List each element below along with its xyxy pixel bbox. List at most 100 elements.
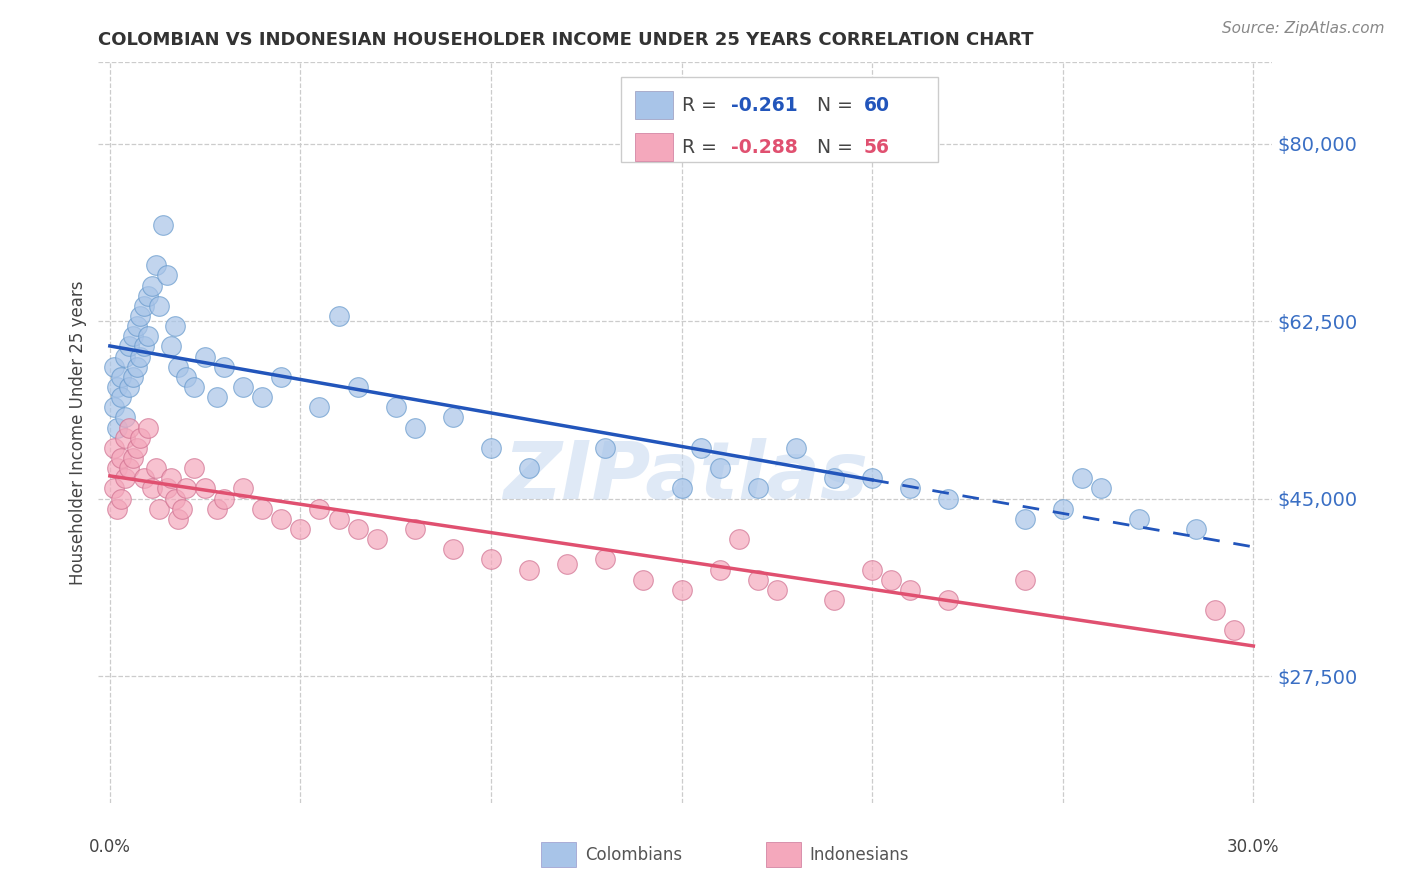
Point bbox=[134, 471, 156, 485]
Point bbox=[110, 390, 132, 404]
Point bbox=[118, 420, 141, 434]
Point bbox=[366, 532, 388, 546]
Point bbox=[346, 522, 368, 536]
Point bbox=[163, 491, 186, 506]
Point bbox=[232, 482, 254, 496]
Point bbox=[898, 482, 921, 496]
Point bbox=[1204, 603, 1226, 617]
Point bbox=[671, 482, 693, 496]
Point bbox=[441, 542, 464, 557]
Point bbox=[174, 482, 197, 496]
Text: R =: R = bbox=[682, 137, 723, 157]
Point bbox=[174, 369, 197, 384]
Point bbox=[1185, 522, 1208, 536]
Point bbox=[270, 369, 292, 384]
Point bbox=[404, 420, 426, 434]
Text: N =: N = bbox=[817, 137, 859, 157]
Point bbox=[860, 562, 883, 576]
Point bbox=[479, 552, 502, 566]
Point bbox=[114, 471, 136, 485]
Point bbox=[129, 431, 152, 445]
Point bbox=[517, 461, 540, 475]
Point bbox=[141, 482, 163, 496]
Point bbox=[252, 390, 274, 404]
Point bbox=[183, 461, 205, 475]
Point bbox=[595, 441, 617, 455]
Point bbox=[1014, 512, 1036, 526]
Point bbox=[172, 501, 194, 516]
Text: N =: N = bbox=[817, 95, 859, 115]
Point bbox=[110, 369, 132, 384]
Point bbox=[121, 329, 143, 343]
Point bbox=[129, 309, 152, 323]
Point bbox=[290, 522, 312, 536]
Point bbox=[107, 501, 129, 516]
Point bbox=[595, 552, 617, 566]
Point bbox=[118, 339, 141, 353]
Point bbox=[183, 380, 205, 394]
Text: R =: R = bbox=[682, 95, 723, 115]
Point bbox=[194, 350, 217, 364]
Point bbox=[114, 410, 136, 425]
Point bbox=[384, 401, 406, 415]
Point bbox=[232, 380, 254, 394]
Point bbox=[118, 461, 141, 475]
FancyBboxPatch shape bbox=[636, 133, 672, 161]
Point bbox=[633, 573, 655, 587]
Point bbox=[110, 450, 132, 465]
Point bbox=[938, 491, 960, 506]
Point bbox=[1070, 471, 1092, 485]
Text: COLOMBIAN VS INDONESIAN HOUSEHOLDER INCOME UNDER 25 YEARS CORRELATION CHART: COLOMBIAN VS INDONESIAN HOUSEHOLDER INCO… bbox=[98, 31, 1033, 49]
Point bbox=[121, 369, 143, 384]
Point bbox=[689, 441, 711, 455]
Point bbox=[103, 401, 125, 415]
Point bbox=[136, 420, 159, 434]
Text: Indonesians: Indonesians bbox=[810, 846, 910, 863]
Point bbox=[160, 339, 183, 353]
Point bbox=[103, 441, 125, 455]
Point bbox=[152, 218, 174, 232]
Point bbox=[860, 471, 883, 485]
Point bbox=[156, 482, 179, 496]
Point bbox=[252, 501, 274, 516]
Point bbox=[747, 573, 769, 587]
Point bbox=[205, 501, 228, 516]
FancyBboxPatch shape bbox=[621, 78, 938, 162]
Point bbox=[136, 329, 159, 343]
Point bbox=[145, 258, 167, 272]
Text: -0.288: -0.288 bbox=[731, 137, 799, 157]
Point bbox=[823, 593, 845, 607]
Point bbox=[479, 441, 502, 455]
Point bbox=[125, 441, 148, 455]
Point bbox=[212, 491, 235, 506]
Y-axis label: Householder Income Under 25 years: Householder Income Under 25 years bbox=[69, 280, 87, 585]
Point bbox=[103, 359, 125, 374]
Text: 56: 56 bbox=[863, 137, 890, 157]
Point bbox=[308, 401, 330, 415]
Point bbox=[194, 482, 217, 496]
Point bbox=[103, 482, 125, 496]
Point bbox=[1128, 512, 1150, 526]
Point bbox=[270, 512, 292, 526]
Point bbox=[134, 299, 156, 313]
Point bbox=[346, 380, 368, 394]
Text: ZIPatlas: ZIPatlas bbox=[503, 438, 868, 516]
Point bbox=[727, 532, 749, 546]
Point bbox=[671, 582, 693, 597]
Point bbox=[517, 562, 540, 576]
Point bbox=[148, 299, 170, 313]
Point bbox=[747, 482, 769, 496]
Point bbox=[107, 420, 129, 434]
Point bbox=[441, 410, 464, 425]
Point bbox=[125, 359, 148, 374]
Point bbox=[328, 309, 350, 323]
Text: 30.0%: 30.0% bbox=[1227, 838, 1279, 856]
Point bbox=[156, 268, 179, 283]
Point bbox=[555, 558, 578, 572]
Point bbox=[107, 461, 129, 475]
Point bbox=[134, 339, 156, 353]
Point bbox=[709, 562, 731, 576]
Point bbox=[709, 461, 731, 475]
Point bbox=[823, 471, 845, 485]
Point bbox=[404, 522, 426, 536]
